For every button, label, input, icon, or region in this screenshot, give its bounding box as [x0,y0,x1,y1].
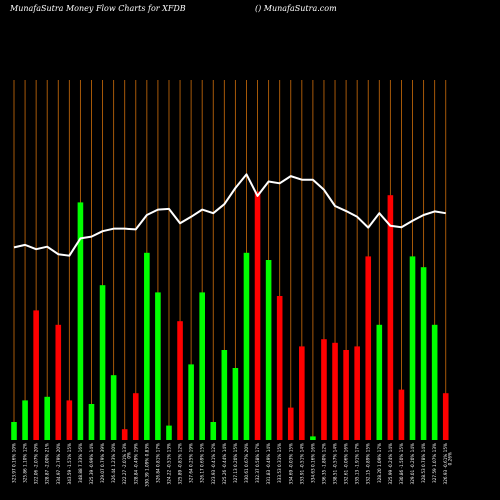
money-flow-bar [321,339,327,440]
x-tick-label: 332.61 -0.06% 16% [344,443,349,484]
money-flow-bar [376,324,383,440]
x-tick-label: 326.93 -0.61% 15% [443,443,448,484]
annotation-label: 0.26% [448,452,453,465]
money-flow-bar [365,256,372,440]
annotation-label: 0% [127,452,132,459]
price-line [13,173,446,257]
annotations: 0% 0.26% [127,452,453,465]
money-flow-bar [332,342,338,440]
bar-series [11,191,449,440]
x-tick-label: 324.22 -0.51% 13% [166,443,171,484]
x-tick-label: 332.15 -0.89% 15% [366,443,371,484]
money-flow-bar [110,375,117,440]
x-tick-label: 338.51 -0.57% 14% [333,443,338,484]
money-flow-bar [310,436,316,440]
x-tick-label: 328.53 0.78% 14% [421,443,426,483]
money-flow-bar [66,400,73,440]
money-flow-bar [177,321,183,440]
x-tick-label: 328.20 1.09% 17% [377,443,382,483]
chart-header-title: MunafaSutra Money Flow Charts for XFDB [10,4,186,13]
x-tick-label: 348.88 7.33% 16% [78,443,83,483]
money-flow-bar [398,389,405,440]
x-tick-label: 325.26 -0.44% 14% [222,443,227,484]
money-flow-bar [166,425,172,440]
money-flow-bar [11,422,17,440]
x-tick-label: 326.17 0.69% 15% [200,443,205,483]
money-flow-bar [265,260,272,440]
x-tick-label: 334.63 0.16% 16% [310,443,315,483]
x-tick-label: 331.83 -0.49% 14% [266,443,271,484]
x-tick-labels: 323.97 0.16% 10% 325.86 1.10% 12% 322.06 -… [12,443,449,487]
money-flow-bar [44,396,51,440]
x-tick-label: 329.01 -0.20% 14% [410,443,415,484]
x-tick-label: 333.91 -0.51% 14% [299,443,304,484]
money-flow-bar [420,267,427,440]
money-flow-bar [221,350,228,440]
money-flow-bar [55,324,62,440]
x-tick-label: 327.59 1.07% 13% [432,443,437,483]
money-flow-bar [343,350,349,440]
money-flow-bar [88,404,95,440]
x-tick-label: 322.06 -2.07% 20% [34,443,39,484]
money-flow-bar [144,252,150,440]
x-tick-label: 336.35 -1.80% 12% [321,443,326,484]
x-tick-label: 323.93 -0.41% 12% [211,443,216,484]
chart-header-site: () MunafaSutra.com [255,4,337,13]
x-tick-label: 335.13 -1.91% 17% [355,443,360,484]
money-flow-bar [77,202,84,440]
money-flow-bar [431,324,438,440]
x-tick-label: 333.53 0.31% 15% [277,443,282,483]
x-tick-label: 325.89 -0.81% 12% [178,443,183,484]
money-flow-bar [354,346,360,440]
money-flow-bar [232,368,239,440]
money-flow-bar [155,292,161,440]
money-flow-bar [409,256,416,440]
x-tick-label: 330.39 1.09% 0.83% [144,443,149,487]
money-flow-bar [188,364,194,440]
money-flow-bar [243,252,250,440]
money-flow-bar [299,346,305,440]
x-tick-label: 330.61 0.67% 20% [244,443,249,483]
x-tick-label: 329.07 0.79% 39% [100,443,105,483]
money-flow-bar [199,292,205,440]
money-flow-bar [387,195,394,440]
money-flow-bar [33,310,39,440]
money-flow-bar [22,400,28,440]
money-flow-bar [132,393,139,440]
x-tick-label: 332.37 0.58% 17% [255,443,260,483]
money-flow-bar [287,407,294,440]
x-tick-label: 323.97 0.16% 10% [12,443,17,483]
x-tick-label: 343.59 -1.51% 15% [67,443,72,484]
x-tick-label: 325.99 -0.24% 14% [388,443,393,484]
x-tick-label: 325.86 1.10% 12% [23,443,28,483]
x-tick-label: 334.69 -0.03% 15% [288,443,293,484]
x-tick-label: 327.64 0.25% 19% [189,443,194,483]
x-tick-label: 328.84 -0.49% 19% [133,443,138,484]
x-tick-label: 326.44 1.23% 10% [111,443,116,483]
money-flow-bar [210,422,217,440]
money-flow-bar [121,429,128,440]
x-tick-label: 322.27 -2.01% 13% [122,443,127,484]
price-line-series [13,173,446,257]
money-flow-bar [254,191,261,440]
x-tick-label: 334.97 -2.79% 20% [56,443,61,484]
money-flow-bar [99,285,106,440]
money-flow-bar [442,393,449,440]
x-tick-label: 328.87 -2.00% 21% [45,443,50,484]
x-tick-label: 326.84 0.81% 17% [155,443,160,483]
x-tick-label: 325.39 -0.99% 14% [89,443,94,484]
money-flow-bar [276,296,283,440]
x-tick-label: 330.86 -1.50% 15% [399,443,404,484]
x-tick-label: 327.13 0.20% 15% [233,443,238,483]
